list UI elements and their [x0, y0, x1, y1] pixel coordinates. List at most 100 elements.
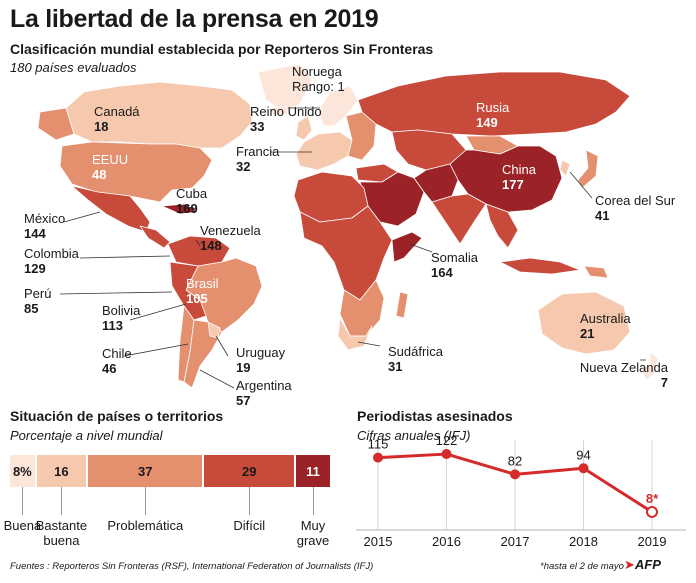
sources-footer: Fuentes : Reporteros Sin Fronteras (RSF)…: [10, 561, 374, 572]
label-reino-unido-rank: 33: [250, 119, 265, 134]
situation-bar-label: 16: [54, 463, 69, 479]
south-africa-shape: [337, 317, 373, 351]
label-australia-name: Australia: [580, 311, 631, 326]
label-corea-rank: 41: [595, 208, 610, 223]
label-china-name: China: [502, 162, 536, 177]
situation-tick: [61, 487, 63, 515]
alaska-shape: [37, 107, 75, 141]
uk-shape: [295, 115, 313, 141]
killed-chart-title: Periodistas asesinados: [357, 408, 513, 424]
central-africa: [299, 205, 393, 301]
situation-bar-0: 8%: [10, 455, 35, 487]
page-subtitle: Clasificación mundial establecida por Re…: [10, 41, 434, 57]
label-peru-name: Perú: [24, 286, 52, 301]
nz-shape: [641, 351, 659, 381]
label-mexico-name: México: [24, 211, 66, 226]
killed-point: [373, 452, 383, 463]
iran-shape: [413, 163, 459, 203]
killed-point: [578, 463, 589, 474]
canada-shape: [65, 81, 253, 149]
label-corea-name: Corea del Sur: [595, 193, 676, 208]
label-francia-name: Francia: [236, 144, 280, 159]
situation-bar-3: 29: [204, 455, 294, 487]
australia-shape: [537, 291, 631, 355]
label-colombia: Colombia 129: [24, 246, 79, 276]
world-map: [37, 63, 659, 389]
label-somalia-name: Somalia: [431, 250, 478, 265]
label-chile: Chile 46: [102, 346, 132, 376]
label-venezuela: Venezuela 148: [200, 223, 261, 253]
situation-bar-2: 37: [88, 455, 203, 487]
map-landmasses: [37, 63, 659, 389]
usa-shape: [59, 141, 213, 203]
north-sa: [167, 235, 231, 267]
map-leader-lines: [59, 107, 646, 389]
situation-category-label: Difícil: [233, 518, 266, 533]
label-somalia-rank: 164: [431, 265, 453, 280]
label-cuba-rank: 169: [176, 201, 198, 216]
japan-shape: [577, 149, 599, 189]
label-china-rank: 177: [502, 177, 524, 192]
korea-shape: [559, 159, 571, 177]
label-noruega-rank: Rango: 1: [292, 79, 345, 94]
killed-year-label: 2016: [432, 534, 461, 549]
label-francia-rank: 32: [236, 159, 251, 174]
situation-category-label: Problemática: [107, 518, 184, 533]
label-eeuu-name: EEUU: [92, 152, 129, 167]
situation-tick: [313, 487, 314, 515]
central-america: [139, 225, 171, 249]
label-noruega-name: Noruega: [292, 64, 342, 79]
label-rusia: Rusia 149: [476, 100, 509, 130]
situation-title: Situación de países o territorios: [10, 408, 224, 424]
russia-shape: [357, 71, 631, 137]
indonesia-shape: [499, 257, 581, 275]
label-brasil-name: Brasil: [186, 276, 219, 291]
label-nueva-zelanda-name: Nueva Zelanda: [579, 360, 668, 375]
situation-bar-1: 16: [36, 455, 87, 487]
situation-tick: [145, 487, 147, 515]
killed-value-label: 82: [508, 453, 522, 468]
situation-bar-label: 37: [138, 463, 153, 479]
afp-logo-text: AFP: [634, 557, 661, 572]
west-europe: [295, 131, 353, 171]
india-shape: [431, 193, 487, 245]
killed-value-label: 122: [436, 436, 458, 448]
iceland: [269, 105, 289, 117]
label-uruguay-rank: 19: [236, 360, 251, 375]
label-mexico-rank: 144: [24, 226, 46, 241]
label-francia: Francia 32: [236, 144, 279, 174]
label-bolivia: Bolivia 113: [102, 303, 140, 333]
killed-year-label: 2015: [364, 534, 393, 549]
label-mexico: México 144: [24, 211, 65, 241]
label-reino-unido-name: Reino Unido: [250, 104, 322, 119]
label-australia-rank: 21: [580, 326, 595, 341]
label-chile-name: Chile: [102, 346, 132, 361]
asterisk-footnote: *hasta el 2 de mayo: [540, 561, 624, 572]
label-rusia-rank: 149: [476, 115, 498, 130]
label-canada-rank: 18: [94, 119, 109, 134]
somalia-shape: [391, 231, 423, 263]
killed-point: [510, 469, 520, 480]
situation-category-label: Buena: [3, 518, 42, 533]
label-argentina-rank: 57: [236, 393, 251, 408]
label-peru: Perú 85: [24, 286, 51, 316]
se-asia: [485, 203, 519, 249]
scandinavia: [317, 85, 359, 127]
situation-bar-label: 11: [306, 463, 320, 479]
label-argentina-name: Argentina: [236, 378, 292, 393]
southern-africa: [339, 279, 385, 337]
greenland: [257, 63, 313, 113]
killed-value-label: 115: [368, 437, 389, 452]
killed-point: [441, 449, 452, 460]
label-venezuela-name: Venezuela: [200, 223, 261, 238]
label-brasil-rank: 105: [186, 291, 208, 306]
label-uruguay: Uruguay 19: [236, 345, 285, 375]
killed-point: [646, 505, 658, 518]
mexico-shape: [71, 185, 151, 233]
label-bolivia-rank: 113: [102, 318, 123, 333]
label-rusia-name: Rusia: [476, 100, 510, 115]
label-colombia-rank: 129: [24, 261, 46, 276]
label-sudafrica-rank: 31: [388, 359, 403, 374]
killed-year-label: 2018: [569, 534, 598, 549]
label-cuba-name: Cuba: [176, 186, 208, 201]
